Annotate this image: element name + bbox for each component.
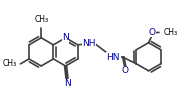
Text: N: N [64, 79, 71, 88]
Text: CH₃: CH₃ [34, 15, 48, 24]
Text: NH: NH [82, 39, 96, 48]
Text: N: N [62, 33, 69, 42]
Text: HN: HN [107, 53, 120, 62]
Text: O: O [148, 28, 155, 37]
Text: CH₃: CH₃ [2, 59, 16, 68]
Text: CH₃: CH₃ [163, 28, 177, 37]
Text: O: O [122, 66, 129, 75]
